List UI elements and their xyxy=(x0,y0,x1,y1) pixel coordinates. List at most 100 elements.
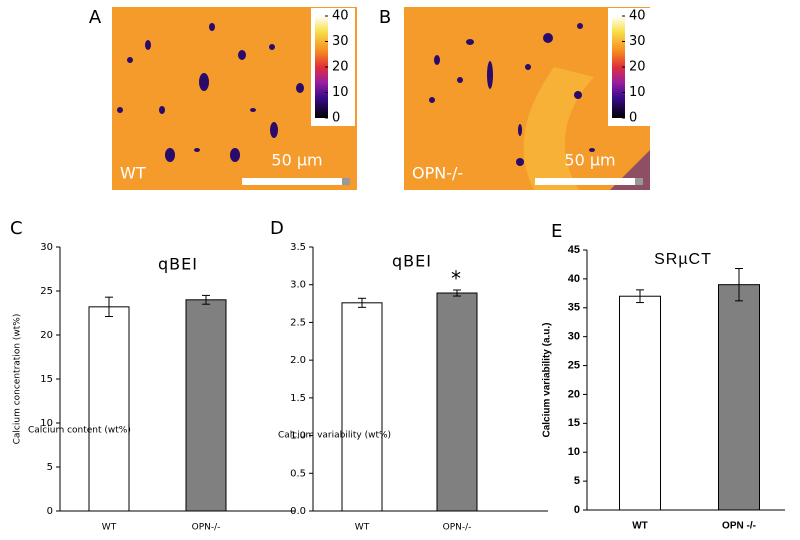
x-tick-label: WT xyxy=(102,523,117,533)
osteocyte xyxy=(516,158,524,166)
y-tick-label: 10 xyxy=(40,418,53,429)
scale-bar-end xyxy=(342,178,350,185)
error-bar xyxy=(202,294,210,305)
scale-bar xyxy=(535,178,635,185)
image-caption: WT xyxy=(120,164,146,183)
osteocyte xyxy=(117,107,123,113)
y-tick-label: 30 xyxy=(568,331,580,343)
bar-chart: C 0 5 10 15 20 25 30 WT OPN-/- qBEI Calcium concent… xyxy=(10,218,295,533)
y-tick-label: 5 xyxy=(574,475,580,487)
x-tick-label: OPN-/- xyxy=(192,523,221,533)
y-tick-label: 20 xyxy=(40,330,53,341)
colorbar-tick-label: 0 xyxy=(629,111,637,126)
bar xyxy=(88,306,130,512)
y-tick-label: 0 xyxy=(574,504,580,516)
x-tick-label: OPN-/- xyxy=(443,523,472,533)
chart-title: qBEI xyxy=(392,252,432,271)
colorbar-tick-label: 40 xyxy=(629,9,646,24)
panel-label: D xyxy=(270,218,284,239)
x-tick-label: WT xyxy=(355,523,370,533)
osteocyte xyxy=(127,57,133,63)
osteocyte xyxy=(159,106,165,114)
x-tick-label: WT xyxy=(632,521,648,532)
error-bar xyxy=(105,296,113,318)
y-tick-label: 15 xyxy=(568,417,580,429)
osteocyte xyxy=(296,83,304,93)
osteocyte xyxy=(543,33,553,43)
y-tick-label: 10 xyxy=(568,446,580,458)
y-tick-label: 2.5 xyxy=(290,317,306,328)
osteocyte xyxy=(574,91,582,99)
y-tick-label: 0.5 xyxy=(290,468,306,479)
y-tick-label: 1.5 xyxy=(290,393,306,404)
osteocyte xyxy=(466,39,474,45)
panel-label: B xyxy=(379,7,391,28)
error-bar xyxy=(636,289,644,304)
y-tick-label: 20 xyxy=(568,388,580,400)
osteocyte xyxy=(457,77,463,83)
y-tick-label: 40 xyxy=(568,273,580,285)
y-tick-label: 1.0 xyxy=(290,431,306,442)
image-caption: OPN-/- xyxy=(412,164,463,183)
osteocyte xyxy=(199,73,209,91)
osteocyte xyxy=(434,55,440,65)
panel-label: A xyxy=(89,7,102,28)
osteocyte xyxy=(250,108,256,112)
scale-bar-label: 50 µm xyxy=(564,151,615,170)
y-tick-label: 15 xyxy=(40,374,53,385)
osteocyte xyxy=(194,148,200,152)
chart-title: SRµCT xyxy=(654,251,712,268)
osteocyte xyxy=(270,122,278,138)
colorbar-tick-label: 10 xyxy=(629,85,646,100)
bar-chart: E 0 5 10 15 20 25 30 35 40 45 WT OPN -/- SRµCT Calcium… xyxy=(542,221,785,532)
y-axis-label: Calcium variability (a.u.) xyxy=(542,322,553,437)
y-tick-label: 25 xyxy=(568,359,580,371)
osteocyte xyxy=(269,44,275,50)
y-tick-label: 3.0 xyxy=(290,280,306,291)
osteocyte xyxy=(230,148,240,162)
bar xyxy=(718,284,760,511)
y-tick-label: 45 xyxy=(568,244,580,256)
osteocyte xyxy=(145,40,151,50)
y-tick-label: 5 xyxy=(47,462,53,473)
y-tick-label: 35 xyxy=(568,302,580,314)
annotation: Calcium content (wt%) xyxy=(28,426,131,436)
bar xyxy=(185,299,227,512)
bar xyxy=(341,302,383,512)
colorbar-tick-label: 30 xyxy=(629,34,646,49)
osteocyte xyxy=(487,61,493,89)
scale-bar-label: 50 µm xyxy=(271,151,322,170)
osteocyte xyxy=(165,148,175,162)
bar xyxy=(436,292,478,512)
osteocyte xyxy=(518,124,522,136)
y-tick-label: 0.0 xyxy=(290,506,306,517)
colorbar xyxy=(612,16,625,118)
annotation: Calcium variability (wt%) xyxy=(278,431,391,441)
error-bar xyxy=(453,289,461,297)
colorbar-tick-label: 20 xyxy=(629,60,646,75)
y-tick-label: 3.5 xyxy=(290,242,306,253)
colorbar-tick-label: 20 xyxy=(332,60,349,75)
error-bar xyxy=(358,297,366,308)
colorbar xyxy=(315,16,328,118)
colorbar-tick-label: 40 xyxy=(332,9,349,24)
x-tick-label: OPN -/- xyxy=(722,521,756,532)
colorbar-tick-label: 0 xyxy=(332,111,340,126)
bar xyxy=(619,295,661,511)
osteocyte xyxy=(238,50,246,60)
scale-bar-end xyxy=(635,178,643,185)
scale-bar xyxy=(242,178,342,185)
osteocyte xyxy=(429,97,435,103)
y-tick-label: 25 xyxy=(40,286,53,297)
chart-title: qBEI xyxy=(158,255,198,274)
osteocyte xyxy=(209,23,215,31)
y-tick-label: 2.0 xyxy=(290,355,306,366)
panel-label: E xyxy=(551,221,562,242)
y-tick-label: 0 xyxy=(47,506,53,517)
y-tick-label: 30 xyxy=(40,242,53,253)
error-bar xyxy=(735,267,743,302)
annotation: * xyxy=(451,267,461,291)
y-axis-label: Calcium concentration (wt%) xyxy=(13,314,23,445)
osteocyte xyxy=(525,64,531,70)
